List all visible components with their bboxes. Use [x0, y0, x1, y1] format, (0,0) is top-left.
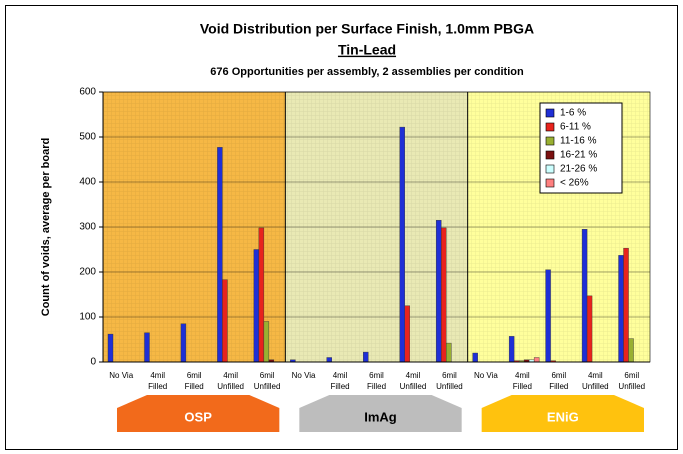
bar	[144, 332, 150, 363]
group-banner	[117, 395, 280, 432]
x-tick-label: 4mil	[406, 371, 421, 380]
bar	[326, 357, 332, 363]
bar	[628, 338, 634, 363]
bar	[436, 220, 442, 363]
x-tick-label: Unfilled	[254, 382, 281, 391]
bar	[586, 295, 593, 363]
x-tick-label: No Via	[292, 371, 316, 380]
y-tick-label: 500	[79, 132, 96, 143]
legend-swatch	[545, 178, 555, 188]
x-tick-label: Unfilled	[618, 382, 645, 391]
x-tick-label: 6mil	[260, 371, 275, 380]
bar	[258, 227, 265, 363]
bar	[217, 147, 223, 363]
x-tick-label: 6mil	[187, 371, 202, 380]
group-banner	[481, 395, 644, 432]
group-label: ImAg	[364, 409, 397, 424]
chart-caption: 676 Opportunities per assembly, 2 assemb…	[210, 66, 524, 78]
bar	[472, 352, 478, 363]
x-tick-label: 4mil	[588, 371, 603, 380]
bar	[363, 351, 369, 363]
legend-label: 11-16 %	[560, 136, 597, 147]
x-tick-label: 6mil	[442, 371, 457, 380]
bar	[180, 323, 187, 363]
x-tick-label: Filled	[367, 382, 386, 391]
x-tick-label: 6mil	[551, 371, 566, 380]
legend-swatch	[545, 108, 555, 118]
bar	[441, 227, 447, 363]
y-axis-label: Count of voids, average per board	[40, 138, 52, 316]
legend-swatch	[545, 122, 555, 132]
legend-label: < 26%	[560, 178, 589, 189]
bar	[263, 321, 270, 363]
bar	[107, 333, 114, 363]
bar	[253, 249, 260, 363]
bar	[404, 305, 410, 363]
y-tick-label: 100	[79, 312, 96, 323]
legend-label: 1-6 %	[560, 108, 586, 119]
group-label: ENiG	[547, 409, 579, 424]
legend-label: 16-21 %	[560, 150, 597, 161]
bar	[545, 269, 551, 363]
bar	[399, 126, 405, 363]
x-tick-label: Filled	[185, 382, 204, 391]
y-tick-label: 0	[90, 357, 96, 368]
x-tick-label: Filled	[549, 382, 568, 391]
x-tick-label: 4mil	[333, 371, 348, 380]
x-tick-label: 6mil	[369, 371, 384, 380]
x-tick-label: Unfilled	[217, 382, 244, 391]
group-banner	[299, 395, 462, 432]
chart-subtitle: Tin-Lead	[338, 42, 396, 58]
x-tick-label: Unfilled	[582, 382, 609, 391]
legend-label: 21-26 %	[560, 164, 597, 175]
x-tick-label: Unfilled	[436, 382, 463, 391]
chart-title: Void Distribution per Surface Finish, 1.…	[200, 21, 534, 37]
legend-box	[539, 102, 623, 194]
x-tick-label: 6mil	[624, 371, 639, 380]
x-tick-label: 4mil	[150, 371, 165, 380]
bar	[508, 336, 515, 363]
y-tick-label: 300	[79, 222, 96, 233]
plot-border	[102, 91, 651, 363]
y-tick-label: 600	[79, 87, 96, 98]
x-tick-label: Filled	[330, 382, 349, 391]
x-tick-label: Unfilled	[400, 382, 427, 391]
legend-label: 6-11 %	[560, 122, 591, 133]
bar	[623, 247, 629, 363]
group-label: OSP	[184, 409, 212, 424]
bar	[222, 279, 228, 363]
bar	[446, 342, 452, 363]
bar	[581, 229, 588, 363]
x-tick-label: 4mil	[223, 371, 238, 380]
legend-swatch	[545, 164, 555, 174]
y-tick-label: 200	[79, 267, 96, 278]
x-tick-label: No Via	[109, 371, 133, 380]
bar	[618, 255, 624, 363]
bar	[533, 357, 540, 363]
y-tick-label: 400	[79, 177, 96, 188]
x-tick-label: Filled	[148, 382, 167, 391]
legend-swatch	[545, 136, 555, 146]
legend-swatch	[545, 150, 555, 160]
x-tick-label: 4mil	[515, 371, 530, 380]
x-tick-label: No Via	[474, 371, 498, 380]
x-tick-label: Filled	[513, 382, 532, 391]
